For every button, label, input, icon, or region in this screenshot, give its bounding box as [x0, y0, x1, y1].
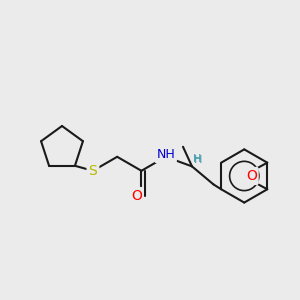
Text: O: O: [246, 169, 257, 183]
Text: H: H: [193, 154, 201, 164]
Text: O: O: [246, 169, 257, 183]
Text: O: O: [131, 189, 142, 203]
Text: NH: NH: [156, 148, 175, 161]
Text: H: H: [194, 155, 202, 165]
Text: S: S: [88, 164, 97, 178]
Text: S: S: [88, 164, 97, 178]
Text: NH: NH: [156, 148, 175, 161]
Text: O: O: [131, 189, 142, 203]
